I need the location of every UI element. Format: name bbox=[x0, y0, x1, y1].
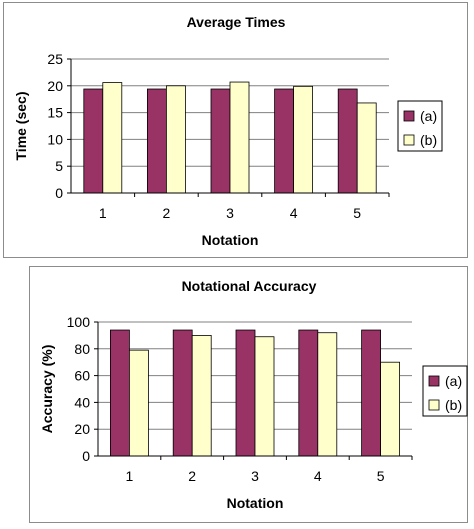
notational-accuracy-x-tick-label: 3 bbox=[251, 468, 259, 484]
average-times-bar-b bbox=[229, 81, 250, 194]
average-times-legend-swatch-a bbox=[403, 110, 415, 122]
average-times-bar-a bbox=[337, 88, 358, 194]
average-times-x-tick-label: 3 bbox=[226, 205, 234, 221]
average-times-legend-label-a: (a) bbox=[420, 108, 437, 124]
average-times-x-tick-label: 5 bbox=[353, 205, 361, 221]
notational-accuracy-legend-swatch-a bbox=[428, 375, 440, 387]
notational-accuracy-legend-label-a: (a) bbox=[445, 373, 462, 389]
average-times-y-tick-label: 10 bbox=[47, 131, 63, 147]
notational-accuracy-y-tick-label: 0 bbox=[82, 448, 90, 464]
notational-accuracy-bar-a bbox=[235, 329, 256, 457]
average-times-bar-a bbox=[210, 88, 231, 194]
notational-accuracy-title: Notational Accuracy bbox=[182, 278, 317, 294]
notational-accuracy-x-tick-label: 1 bbox=[126, 468, 134, 484]
notational-accuracy-legend-label-b: (b) bbox=[445, 397, 462, 413]
notational-accuracy-bar-a bbox=[172, 329, 193, 457]
notational-accuracy-bar-a bbox=[110, 329, 130, 457]
notational-accuracy-bar-b bbox=[129, 349, 149, 457]
notational-accuracy-bar-b bbox=[317, 332, 338, 457]
chart-average-times: Average Times 0 5 10 15 20 25 1 2 3 4 5 Notation Time… bbox=[13, 14, 443, 248]
average-times-legend-label-b: (b) bbox=[420, 132, 437, 148]
notational-accuracy-y-tick-label: 100 bbox=[67, 314, 91, 330]
average-times-y-axis-label: Time (sec) bbox=[13, 92, 29, 161]
average-times-title: Average Times bbox=[187, 14, 286, 30]
average-times-bar-a bbox=[83, 88, 104, 194]
chart-panel-notational-accuracy: Notational Accuracy 0 20 40 60 80 100 1 2 3 4 5 Nota… bbox=[29, 266, 468, 523]
average-times-bar-b bbox=[293, 85, 314, 194]
notational-accuracy-bar-b bbox=[191, 335, 212, 457]
average-times-bar-b bbox=[102, 82, 123, 194]
notational-accuracy-bar-b bbox=[254, 336, 275, 457]
average-times-y-tick-label: 20 bbox=[47, 78, 63, 94]
notational-accuracy-y-tick-label: 80 bbox=[74, 341, 90, 357]
notational-accuracy-x-tick-label: 2 bbox=[188, 468, 196, 484]
average-times-x-tick-label: 4 bbox=[290, 205, 298, 221]
notational-accuracy-x-tick-label: 4 bbox=[314, 468, 322, 484]
average-times-y-tick-label: 15 bbox=[47, 105, 63, 121]
average-times-bar-a bbox=[146, 88, 167, 194]
average-times-y-tick-label: 0 bbox=[55, 185, 63, 201]
notational-accuracy-x-axis-label: Notation bbox=[227, 495, 284, 511]
average-times-legend-swatch-b bbox=[403, 134, 415, 146]
average-times-x-tick-label: 1 bbox=[99, 205, 107, 221]
notational-accuracy-bar-b bbox=[380, 361, 401, 457]
average-times-y-tick-label: 5 bbox=[55, 158, 63, 174]
notational-accuracy-bar-a bbox=[361, 329, 382, 457]
notational-accuracy-y-axis-label: Accuracy (%) bbox=[39, 345, 55, 434]
notational-accuracy-y-tick-label: 20 bbox=[74, 421, 90, 437]
notational-accuracy-x-tick-label: 5 bbox=[377, 468, 385, 484]
average-times-x-axis-label: Notation bbox=[202, 232, 259, 248]
average-times-bar-b bbox=[356, 102, 377, 194]
chart-panel-average-times: Average Times 0 5 10 15 20 25 1 2 3 4 5 Notation Time… bbox=[3, 2, 468, 258]
notational-accuracy-y-tick-label: 60 bbox=[74, 368, 90, 384]
average-times-bar-b bbox=[165, 85, 186, 194]
average-times-y-tick-label: 25 bbox=[47, 51, 63, 67]
notational-accuracy-bar-a bbox=[298, 329, 319, 457]
notational-accuracy-legend-swatch-b bbox=[428, 399, 440, 411]
average-times-bar-a bbox=[274, 88, 295, 194]
chart-notational-accuracy: Notational Accuracy 0 20 40 60 80 100 1 2 3 4 5 Nota… bbox=[39, 278, 468, 511]
average-times-x-tick-label: 2 bbox=[163, 205, 171, 221]
notational-accuracy-y-tick-label: 40 bbox=[74, 394, 90, 410]
